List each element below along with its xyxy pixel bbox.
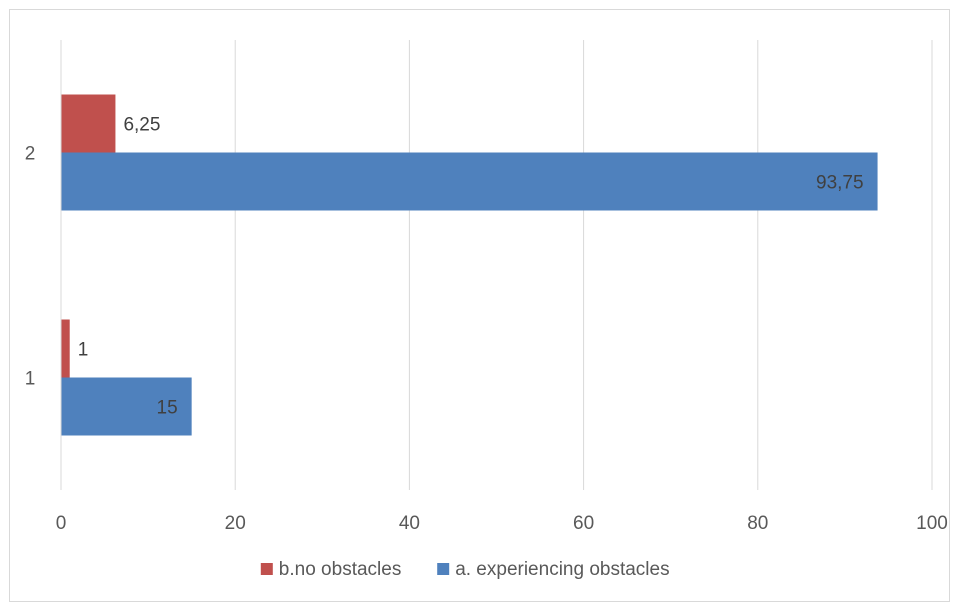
bars [61, 94, 878, 436]
data-labels: 1 15 6,25 93,75 [78, 115, 864, 419]
legend: b.no obstacles a. experiencing obstacles [260, 559, 670, 580]
x-tick-label-0: 0 [56, 513, 67, 534]
legend-label-no-obstacles: b.no obstacles [279, 559, 402, 580]
legend-swatch-experiencing [437, 563, 450, 575]
y-tick-label-2: 2 [25, 144, 36, 165]
bar-no-obstacles-cat-1 [61, 319, 70, 378]
grid-lines [234, 40, 933, 490]
data-label-no-obstacles-cat-2: 6,25 [123, 115, 160, 136]
x-tick-label-20: 20 [225, 513, 246, 534]
legend-swatch-no-obstacles [260, 563, 273, 575]
bar-experiencing-cat-1 [61, 377, 192, 436]
x-tick-label-80: 80 [747, 513, 768, 534]
x-tick-label-60: 60 [573, 513, 594, 534]
y-tick-label-1: 1 [25, 369, 36, 390]
bar-experiencing-cat-2 [61, 152, 878, 211]
data-label-no-obstacles-cat-1: 1 [78, 340, 89, 361]
bar-no-obstacles-cat-2 [61, 94, 116, 153]
data-label-experiencing-cat-2: 93,75 [816, 173, 864, 194]
chart-frame [9, 9, 950, 602]
x-tick-label-100: 100 [916, 513, 948, 534]
axes: 0 20 40 60 80 100 1 2 [25, 40, 948, 534]
legend-label-experiencing: a. experiencing obstacles [455, 559, 669, 580]
x-tick-label-40: 40 [399, 513, 420, 534]
data-label-experiencing-cat-1: 15 [157, 398, 178, 419]
